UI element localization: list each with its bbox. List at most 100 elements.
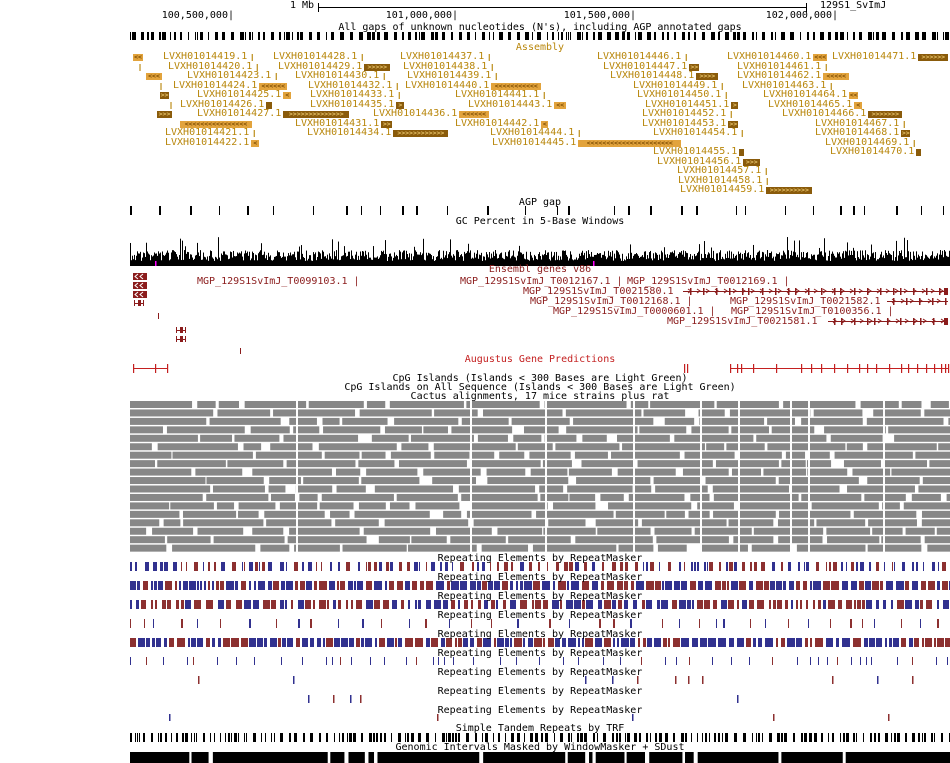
track-title[interactable]: Simple Tandem Repeats by TRF	[455, 723, 625, 734]
assembly-contig[interactable]: LVXH01014462.1 <<<<<	[737, 71, 850, 81]
reverse-strand-marker: <	[854, 101, 863, 109]
assembly-contig[interactable]: LVXH01014437.1 |	[400, 52, 492, 62]
track-title[interactable]: All gaps of unknown nucleotides (N's), i…	[338, 22, 742, 33]
assembly-contig[interactable]: LVXH01014426.1	[180, 100, 273, 110]
assembly-contig-fragment[interactable]: <<	[133, 53, 143, 61]
ensembl-transcript-label[interactable]: MGP_129S1SvImJ_T0100356.1 |	[731, 306, 894, 317]
assembly-contig[interactable]: LVXH01014448.1 >>>>	[610, 71, 719, 81]
assembly-contig-fragment[interactable]: <<<<<<<<<<<<<<<<	[180, 120, 252, 128]
assembly-contig[interactable]: LVXH01014441.1 |	[455, 90, 547, 100]
assembly-contig-fragment[interactable]: |	[158, 82, 164, 90]
assembly-contig[interactable]: LVXH01014423.1 |	[187, 71, 279, 81]
assembly-contig[interactable]: LVXH01014458.1 |	[678, 176, 770, 186]
track-title[interactable]: Repeating Elements by RepeatMasker	[437, 686, 643, 697]
assembly-contig[interactable]: LVXH01014461.1 |	[737, 62, 829, 72]
assembly-contig[interactable]: LVXH01014431.1 >>	[295, 119, 393, 129]
assembly-contig[interactable]: LVXH01014470.1	[830, 147, 922, 157]
repeatmasker-1-tick	[259, 562, 260, 571]
track-title[interactable]: Augustus Gene Predictions	[464, 354, 616, 365]
track-title[interactable]: Repeating Elements by RepeatMasker	[437, 553, 643, 564]
assembly-contig-fragment[interactable]: >>	[160, 91, 169, 99]
assembly-contig[interactable]: LVXH01014444.1 |	[490, 128, 582, 138]
contig-block-marker	[266, 101, 273, 109]
assembly-contig[interactable]: LVXH01014469.1 |	[825, 138, 917, 148]
assembly-contig[interactable]: LVXH01014434.1 >>>>>>>>>>>>	[307, 128, 449, 138]
assembly-contig[interactable]: LVXH01014459.1 >>>>>>>>>>	[680, 185, 813, 195]
ensembl-transcript-label[interactable]: MGP_129S1SvImJ_T0021581.1	[667, 316, 818, 327]
assembly-contig[interactable]: LVXH01014464.1 <<	[763, 90, 859, 100]
assembly-contig[interactable]: LVXH01014449.1 |	[633, 81, 725, 91]
track-title[interactable]: Cactus alignments, 17 mice strains plus …	[410, 391, 670, 402]
assembly-contig[interactable]: LVXH01014456.1 >>>	[657, 157, 761, 167]
assembly-contig-fragment[interactable]: >>>	[157, 110, 172, 118]
track-title[interactable]: Repeating Elements by RepeatMasker	[437, 705, 643, 716]
track-title[interactable]: CpG Islands (Islands < 300 Bases are Lig…	[392, 373, 688, 384]
assembly-contig[interactable]: LVXH01014425.1 <	[197, 90, 292, 100]
track-title[interactable]: GC Percent in 5-Base Windows	[455, 216, 625, 227]
assembly-contig[interactable]: LVXH01014454.1 |	[653, 128, 745, 138]
assembly-contig[interactable]: LVXH01014428.1 |	[273, 52, 365, 62]
track-title[interactable]: Repeating Elements by RepeatMasker	[437, 610, 643, 621]
track-title[interactable]: AGP gap	[518, 197, 562, 208]
assembly-contig[interactable]: LVXH01014435.1 >	[310, 100, 405, 110]
assembly-contig-fragment[interactable]: |	[168, 101, 174, 109]
assembly-contig[interactable]: LVXH01014455.1	[653, 147, 745, 157]
alignment-bar	[843, 460, 881, 468]
assembly-contig[interactable]: LVXH01014467.1 |	[815, 119, 907, 129]
assembly-contig[interactable]: LVXH01014422.1 <	[165, 138, 260, 148]
assembly-contig[interactable]: LVXH01014433.1 |	[310, 90, 402, 100]
assembly-contig[interactable]: LVXH01014430.1 |	[295, 71, 387, 81]
assembly-contig[interactable]: LVXH01014460.1 <<<	[727, 52, 828, 62]
assembly-contig[interactable]: LVXH01014471.1 >>>>>>	[832, 52, 949, 62]
assembly-contig[interactable]: LVXH01014419.1 |	[163, 52, 255, 62]
assembly-contig[interactable]: LVXH01014421.1 |	[165, 128, 257, 138]
trf-barcode-tick	[891, 733, 892, 742]
ensembl-transcript-label[interactable]: MGP_129S1SvImJ_T0000601.1 |	[553, 306, 716, 317]
assembly-contig[interactable]: LVXH01014436.1 <<<<<<	[373, 109, 490, 119]
augustus-exon-tick	[908, 364, 910, 373]
assembly-contig[interactable]: LVXH01014432.1 |	[308, 81, 400, 91]
track-title[interactable]: Repeating Elements by RepeatMasker	[437, 629, 643, 640]
ensembl-transcript-label[interactable]: MGP_129S1SvImJ_T0012169.1 |	[627, 276, 790, 287]
ensembl-transcript-label[interactable]: MGP_129S1SvImJ_T0021580.1	[523, 286, 674, 297]
track-title[interactable]: Repeating Elements by RepeatMasker	[437, 591, 643, 602]
assembly-contig[interactable]: LVXH01014424.1 <<<<<<	[173, 81, 288, 91]
assembly-contig[interactable]: LVXH01014445.1 <<<<<<<<<<<<<<<<<<<<<<	[492, 138, 682, 148]
track-title[interactable]: CpG Islands on All Sequence (Islands < 3…	[344, 382, 736, 393]
ensembl-transcript-label[interactable]: MGP_129S1SvImJ_T0012167.1 |	[460, 276, 623, 287]
assembly-contig[interactable]: LVXH01014468.1 >>	[815, 128, 911, 138]
assembly-contig[interactable]: LVXH01014453.1 >>	[642, 119, 739, 129]
assembly-contig-fragment[interactable]: <<<	[146, 72, 162, 80]
assembly-contig[interactable]: LVXH01014451.1 >	[645, 100, 739, 110]
track-title[interactable]: Repeating Elements by RepeatMasker	[437, 648, 643, 659]
ensembl-transcript-label[interactable]: MGP_129S1SvImJ_T0021582.1	[730, 296, 881, 307]
assembly-contig[interactable]: LVXH01014420.1 |	[168, 62, 260, 72]
assembly-contig[interactable]: LVXH01014438.1 |	[403, 62, 495, 72]
assembly-contig[interactable]: LVXH01014466.1 >>>>>>>	[782, 109, 903, 119]
track-title[interactable]: Assembly	[515, 42, 565, 53]
trf-barcode-tick	[220, 733, 221, 742]
track-title[interactable]: Repeating Elements by RepeatMasker	[437, 667, 643, 678]
assembly-contig[interactable]: LVXH01014465.1 <	[768, 100, 863, 110]
assembly-contig[interactable]: LVXH01014439.1 |	[407, 71, 499, 81]
track-title[interactable]: Ensembl genes v86	[488, 264, 592, 275]
assembly-contig[interactable]: LVXH01014447.1 >>	[603, 62, 700, 72]
assembly-contig[interactable]: LVXH01014442.1 <	[455, 119, 549, 129]
assembly-contig[interactable]: LVXH01014429.1 >>>>>	[278, 62, 391, 72]
ensembl-transcript-label[interactable]: MGP_129S1SvImJ_T0099103.1 |	[197, 276, 360, 287]
assembly-contig-fragment[interactable]: |	[137, 63, 143, 71]
track-title[interactable]: Repeating Elements by RepeatMasker	[437, 572, 643, 583]
assembly-contig[interactable]: LVXH01014427.1 >>>>>>>>>>>>>>	[197, 109, 350, 119]
assembly-contig[interactable]: LVXH01014450.1 |	[637, 90, 729, 100]
assembly-contig[interactable]: LVXH01014443.1 <<	[468, 100, 567, 110]
repeatmasker-2-tick	[624, 581, 628, 590]
assembly-contig[interactable]: LVXH01014440.1 <<<<<<<<<<<	[405, 81, 542, 91]
assembly-contig[interactable]: LVXH01014446.1 |	[597, 52, 689, 62]
assembly-contig[interactable]: LVXH01014463.1 |	[742, 81, 834, 91]
assembly-contig[interactable]: LVXH01014452.1 |	[642, 109, 734, 119]
ensembl-transcript-label[interactable]: MGP_129S1SvImJ_T0012168.1 |	[530, 296, 693, 307]
track-title[interactable]: Genomic Intervals Masked by WindowMasker…	[395, 742, 685, 753]
assembly-contig[interactable]: LVXH01014457.1 |	[677, 166, 769, 176]
